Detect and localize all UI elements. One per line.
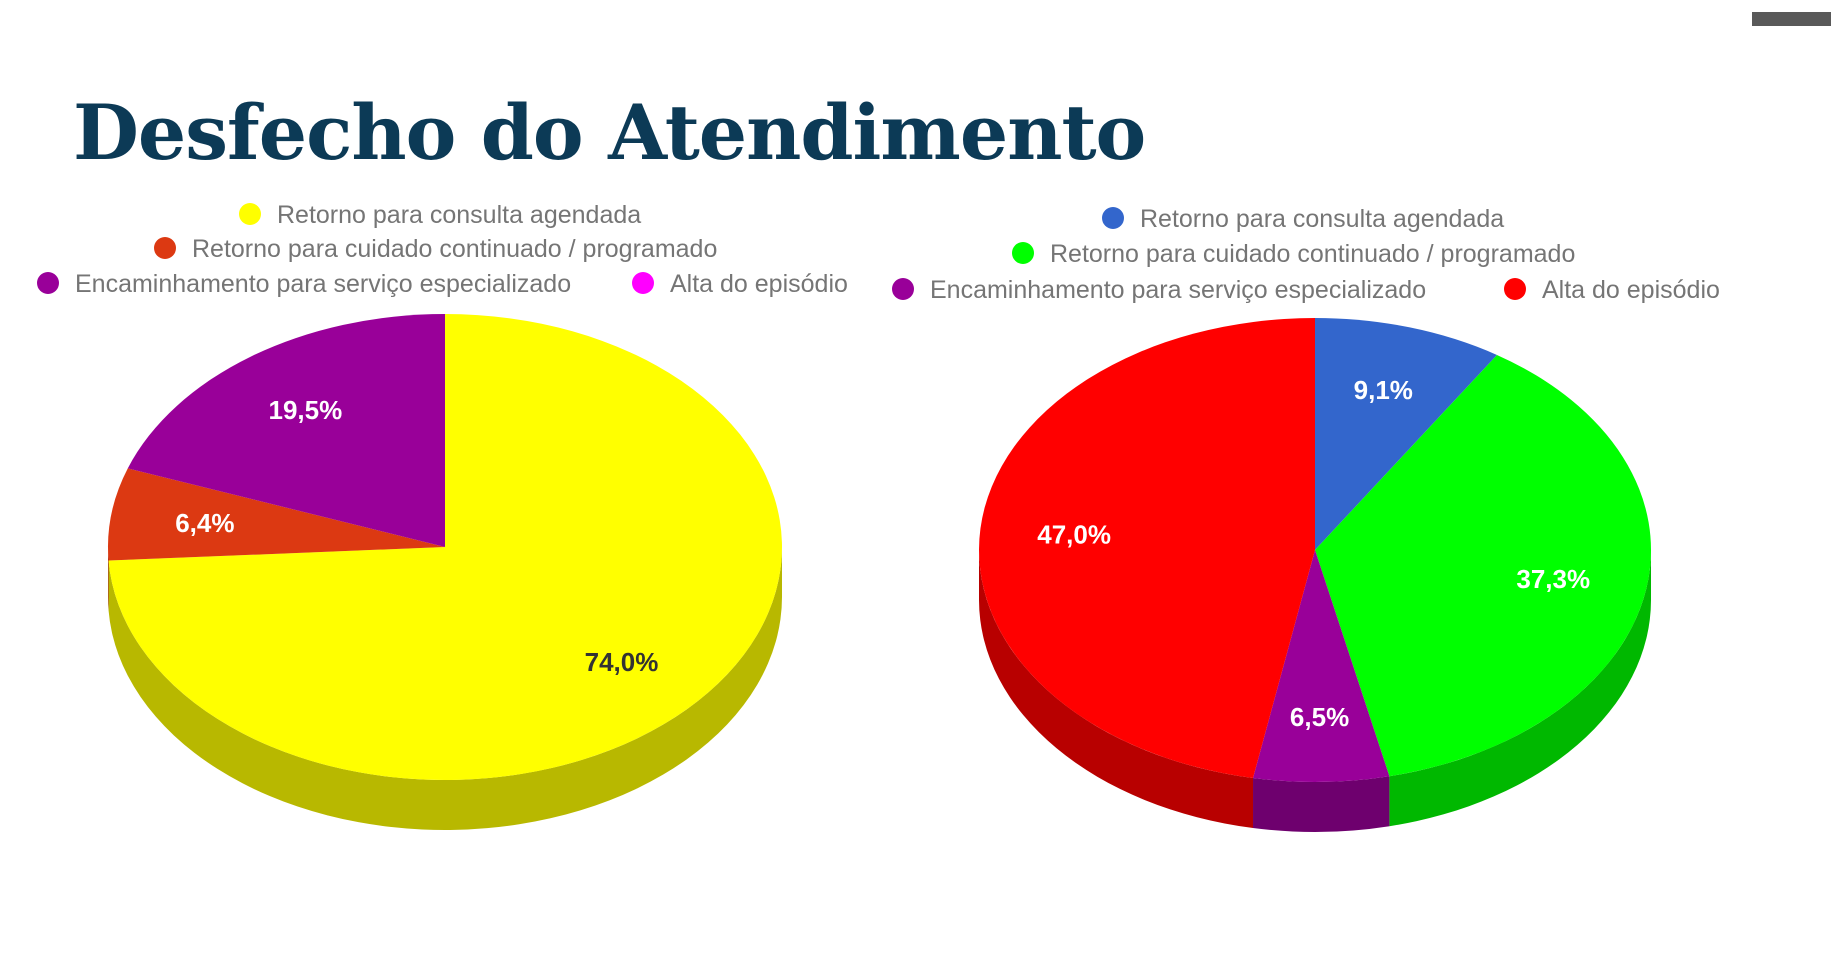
data-label-alta-do-episodio: 47,0% [1037, 520, 1111, 550]
pie-slice-retorno-para-cuidado-continuado-programado [108, 468, 446, 561]
pie-sides [979, 550, 1651, 832]
legend-label: Retorno para cuidado continuado / progra… [1050, 240, 1575, 268]
pie-side-encaminhamento-para-servico-especializado [1253, 776, 1390, 832]
legend-swatch [1012, 242, 1034, 264]
legend-swatch [154, 237, 176, 259]
page-title: Desfecho do Atendimento [73, 88, 1146, 177]
pie-slice-retorno-para-cuidado-continuado-programado [1315, 354, 1651, 777]
pie-data-labels: 74,0% 6,4% 19,5% [175, 395, 658, 677]
legend-item-retorno-para-consulta-agendada[interactable]: Retorno para consulta agendada [1102, 205, 1504, 233]
legend-item-retorno-para-cuidado-continuado-programado[interactable]: Retorno para cuidado continuado / progra… [154, 235, 717, 263]
pie-side-alta-do-episodio [979, 550, 1254, 829]
legend-label: Retorno para cuidado continuado / progra… [192, 235, 717, 263]
data-label-encaminhamento-para-servico-especializado: 6,5% [1290, 702, 1349, 732]
legend: Retorno para consulta agendada Retorno pa… [892, 205, 1720, 304]
data-label-retorno-para-consulta-agendada: 74,0% [585, 647, 659, 677]
pie-slice-retorno-para-consulta-agendada [108, 314, 783, 781]
legend: Retorno para consulta agendada Retorno pa… [37, 201, 848, 298]
legend-label: Encaminhamento para serviço especializad… [930, 276, 1426, 304]
legend-label: Retorno para consulta agendada [1140, 205, 1504, 233]
legend-swatch [239, 203, 261, 225]
legend-label: Alta do episódio [670, 270, 848, 298]
legend-item-encaminhamento-para-servico-especializado[interactable]: Encaminhamento para serviço especializad… [37, 270, 571, 298]
legend-swatch [892, 278, 914, 300]
legend-item-alta-do-episodio[interactable]: Alta do episódio [1504, 276, 1720, 304]
legend-label: Encaminhamento para serviço especializad… [75, 270, 571, 298]
legend-item-alta-do-episodio[interactable]: Alta do episódio [632, 270, 848, 298]
data-label-retorno-para-consulta-agendada: 9,1% [1354, 375, 1413, 405]
pie-chart-1: 74,0% 6,4% 19,5% Retorno para consulta agen… [37, 201, 848, 831]
legend-item-retorno-para-cuidado-continuado-programado[interactable]: Retorno para cuidado continuado / progra… [1012, 240, 1575, 268]
legend-swatch [632, 272, 654, 294]
pie-sides [108, 547, 783, 831]
legend-swatch [1102, 207, 1124, 229]
data-label-retorno-para-cuidado-continuado-programado: 37,3% [1516, 564, 1590, 594]
legend-label: Alta do episódio [1542, 276, 1720, 304]
pie-slice-encaminhamento-para-servico-especializado [127, 314, 445, 547]
pie-slice-retorno-para-consulta-agendada [1315, 318, 1497, 550]
legend-item-encaminhamento-para-servico-especializado[interactable]: Encaminhamento para serviço especializad… [892, 276, 1426, 304]
pie-side-retorno-para-consulta-agendada [108, 547, 783, 831]
legend-label: Retorno para consulta agendada [277, 201, 641, 229]
pie-data-labels: 9,1% 37,3% 6,5% 47,0% [1037, 375, 1590, 732]
pie-side-retorno-para-cuidado-continuado-programado [1389, 550, 1651, 827]
pie-slice-encaminhamento-para-servico-especializado [1253, 550, 1390, 782]
data-label-retorno-para-cuidado-continuado-programado: 6,4% [175, 508, 234, 538]
legend-swatch [37, 272, 59, 294]
pie-slices [108, 314, 783, 781]
corner-accent-bar [1752, 12, 1831, 26]
data-label-encaminhamento-para-servico-especializado: 19,5% [268, 395, 342, 425]
pie-side-retorno-para-cuidado-continuado-programado [108, 547, 109, 611]
pie-slice-alta-do-episodio [979, 318, 1315, 779]
pie-slices [979, 318, 1651, 782]
legend-swatch [1504, 278, 1526, 300]
legend-item-retorno-para-consulta-agendada[interactable]: Retorno para consulta agendada [239, 201, 641, 229]
